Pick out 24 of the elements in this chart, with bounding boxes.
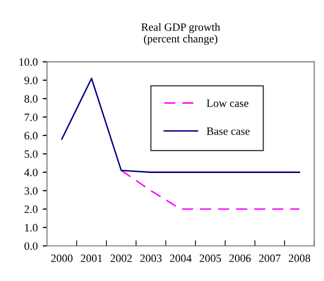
y-tick-label: 3.0 xyxy=(24,187,38,195)
x-tick-label: 2000 xyxy=(51,254,73,262)
y-tick-label: 10.0 xyxy=(19,58,38,66)
chart-title: Real GDP growth (percent change) xyxy=(141,23,220,45)
x-tick-label: 2007 xyxy=(259,254,281,262)
x-tick-label: 2003 xyxy=(140,254,162,262)
x-tick-label: 2008 xyxy=(288,254,310,262)
y-tick-label: 4.0 xyxy=(24,168,38,176)
y-tick-label: 7.0 xyxy=(24,114,38,122)
x-tick-label: 2002 xyxy=(110,254,132,262)
y-tick-label: 8.0 xyxy=(24,95,38,103)
line-series xyxy=(61,78,300,173)
x-tick-label: 2005 xyxy=(200,254,222,262)
y-tick-label: 1.0 xyxy=(25,224,38,232)
x-tick-label: 2004 xyxy=(170,254,192,262)
y-tick-label: 6.0 xyxy=(24,132,38,140)
x-tick-label: 2006 xyxy=(229,254,251,262)
legend-label: Low case xyxy=(206,100,248,107)
x-tick-label: 2001 xyxy=(80,254,102,262)
y-tick-label: 0.0 xyxy=(24,242,38,250)
y-tick-label: 5.0 xyxy=(24,150,38,158)
y-tick-label: 9.0 xyxy=(24,76,38,84)
legend-label: Base case xyxy=(206,128,250,135)
y-tick-label: 2.0 xyxy=(24,206,38,214)
